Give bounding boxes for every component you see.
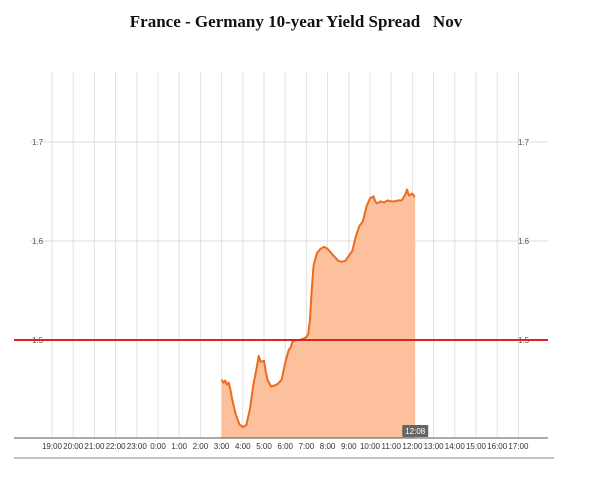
x-tick-label: 1:00 (171, 442, 187, 451)
x-tick-label: 0:00 (150, 442, 166, 451)
current-time-badge: 12:08 (402, 425, 428, 437)
x-tick-label: 19:00 (42, 442, 63, 451)
y-tick-label-right: 1.6 (518, 237, 530, 246)
current-time-label: 12:08 (405, 427, 426, 436)
x-tick-label: 9:00 (341, 442, 357, 451)
x-tick-label: 14:00 (445, 442, 466, 451)
x-tick-label: 2:00 (193, 442, 209, 451)
x-tick-label: 13:00 (424, 442, 445, 451)
x-tick-label: 8:00 (320, 442, 336, 451)
x-tick-label: 11:00 (381, 442, 401, 451)
x-tick-label: 23:00 (127, 442, 148, 451)
x-tick-label: 22:00 (106, 442, 127, 451)
x-tick-label: 5:00 (256, 442, 272, 451)
x-tick-label: 16:00 (487, 442, 508, 451)
x-tick-label: 3:00 (214, 442, 230, 451)
x-tick-label: 10:00 (360, 442, 381, 451)
x-tick-label: 17:00 (508, 442, 529, 451)
x-tick-label: 6:00 (277, 442, 293, 451)
x-tick-label: 20:00 (63, 442, 84, 451)
x-tick-label: 21:00 (84, 442, 105, 451)
x-tick-label: 12:00 (402, 442, 423, 451)
x-tick-label: 15:00 (466, 442, 487, 451)
y-tick-label-left: 1.7 (32, 138, 44, 147)
y-tick-label-left: 1.6 (32, 237, 44, 246)
x-tick-label: 7:00 (299, 442, 315, 451)
x-tick-labels: 19:00 20:00 21:00 22:00 23:00 0:00 1:00 2:00 3:0… (42, 442, 529, 451)
y-tick-label-right: 1.7 (518, 138, 530, 147)
x-tick-label: 4:00 (235, 442, 251, 451)
